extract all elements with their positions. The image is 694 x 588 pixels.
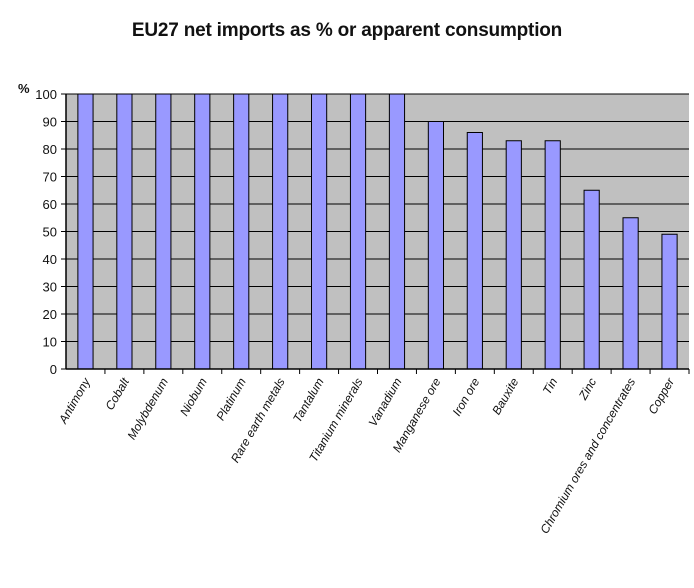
bar [388,93,406,370]
y-axis-unit-label: % [18,81,30,96]
bar [661,233,678,370]
bar [544,140,561,370]
bars [77,93,678,370]
x-tick-label: Tantalum [290,375,327,424]
x-tick-label: Zinc [575,376,599,404]
x-tick-label: Tin [540,375,561,397]
y-tick-label: 90 [43,115,57,130]
y-tick-label: 60 [43,197,57,212]
y-tick-label: 30 [43,280,57,295]
bar [622,217,639,370]
bar [116,93,133,370]
bar [77,93,94,370]
x-tick-label: Bauxite [489,375,521,417]
x-tick-label: Iron ore [450,375,483,418]
y-tick-label: 70 [43,170,57,185]
y-tick-label: 10 [43,335,57,350]
bar [311,93,328,370]
bar [155,93,172,370]
x-tick-label: Platinum [213,375,248,422]
x-tick-label: Vanadium [366,376,405,429]
bar [505,140,522,370]
x-tick-label: Molybdenum [124,375,170,442]
x-tick-label: Cobalt [103,375,133,413]
y-tick-label: 50 [43,225,57,240]
bar [583,189,600,370]
y-ticks: 0 10 20 30 40 50 60 70 80 90 100 [35,87,66,377]
bar [272,93,289,370]
y-tick-label: 40 [43,252,57,267]
chart-title: EU27 net imports as % or apparent consum… [131,20,563,41]
bar [427,121,444,370]
x-tick-label: Copper [645,375,677,417]
y-tick-label: 20 [43,307,57,322]
y-tick-label: 0 [50,362,57,377]
bar [466,132,483,370]
bar [233,93,250,370]
y-tick-label: 80 [43,142,57,157]
y-tick-label: 100 [35,87,57,102]
x-tick-label: Niobum [177,376,210,419]
bar [349,93,367,370]
x-tick-label: Antimony [55,375,93,427]
bar [194,93,211,370]
